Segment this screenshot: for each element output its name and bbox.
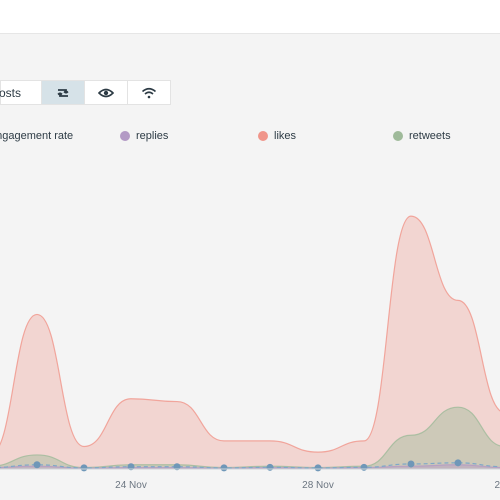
legend-label: replies [136, 130, 169, 142]
engagement-rate-point[interactable] [220, 464, 228, 472]
retweets-area [0, 407, 500, 469]
engagement-rate-point[interactable] [33, 461, 41, 469]
legend-retweets[interactable]: retweets [393, 130, 451, 142]
legend-likes[interactable]: likes [258, 130, 296, 142]
top-bar [0, 0, 500, 34]
chart-legend: engagement rate replies likes retweets [0, 130, 500, 146]
posts-button[interactable]: Posts [0, 80, 42, 105]
legend-dot-replies [120, 131, 130, 141]
impressions-view-button[interactable] [85, 80, 128, 105]
legend-label: likes [274, 130, 297, 142]
engagement-rate-point[interactable] [80, 464, 88, 472]
chart-toolbar: Posts [0, 80, 171, 105]
eye-icon [98, 88, 114, 97]
likes-area [0, 216, 500, 469]
x-tick-label: 28 Nov [302, 480, 334, 491]
legend-label: retweets [409, 130, 451, 142]
engagement-rate-point[interactable] [314, 464, 322, 472]
x-tick-label: 2 [494, 480, 500, 491]
reach-view-button[interactable] [128, 80, 171, 105]
replies-line [0, 464, 500, 469]
legend-dot-likes [258, 131, 268, 141]
posts-button-label: Posts [0, 85, 22, 100]
legend-dot-retweets [393, 131, 403, 141]
retweet-icon [57, 88, 69, 97]
engagement-rate-point[interactable] [407, 460, 415, 468]
x-tick-label: 24 Nov [115, 480, 147, 491]
wifi-icon [141, 87, 157, 98]
legend-label: engagement rate [0, 130, 74, 142]
legend-replies[interactable]: replies [120, 130, 168, 142]
engagement-rate-point[interactable] [266, 463, 274, 471]
engagement-rate-point[interactable] [360, 463, 368, 471]
engagement-rate-point[interactable] [454, 459, 462, 467]
likes-line [0, 215, 500, 453]
retweets-view-button[interactable] [42, 80, 85, 105]
legend-engagement-rate[interactable]: engagement rate [0, 130, 73, 142]
